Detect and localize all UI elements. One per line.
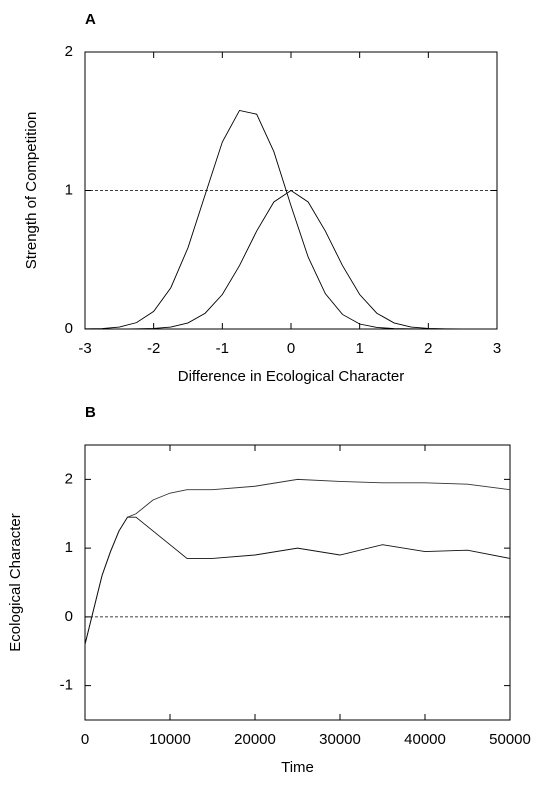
- y-tick-label: 0: [65, 608, 73, 625]
- y-tick-label: -1: [60, 677, 73, 694]
- panel-label: A: [85, 11, 96, 28]
- data-line: [84, 516, 511, 645]
- y-tick-label: 1: [65, 539, 73, 556]
- data-line: [84, 109, 497, 330]
- x-tick-label: 40000: [404, 731, 446, 748]
- plot-frame: [84, 444, 511, 721]
- x-axis-label: Difference in Ecological Character: [178, 368, 405, 385]
- data-line: [84, 478, 511, 645]
- x-axis-label: Time: [281, 759, 314, 776]
- y-tick-label: 2: [65, 43, 73, 60]
- x-tick-label: 2: [424, 340, 432, 357]
- y-tick-label: 0: [65, 320, 73, 337]
- data-line: [85, 189, 497, 330]
- x-tick-label: 10000: [149, 731, 191, 748]
- x-tick-label: 50000: [489, 731, 531, 748]
- x-tick-label: 0: [81, 731, 89, 748]
- y-axis-label: Strength of Competition: [23, 112, 40, 270]
- y-axis-label: Ecological Character: [7, 513, 24, 651]
- x-tick-label: -1: [216, 340, 229, 357]
- x-tick-label: 0: [287, 340, 295, 357]
- x-tick-label: 1: [355, 340, 363, 357]
- x-tick-label: 30000: [319, 731, 361, 748]
- x-tick-label: -2: [147, 340, 160, 357]
- x-tick-label: -3: [78, 340, 91, 357]
- y-tick-label: 2: [65, 470, 73, 487]
- x-tick-label: 3: [493, 340, 501, 357]
- y-tick-label: 1: [65, 181, 73, 198]
- x-tick-label: 20000: [234, 731, 276, 748]
- panel-label: B: [85, 404, 96, 421]
